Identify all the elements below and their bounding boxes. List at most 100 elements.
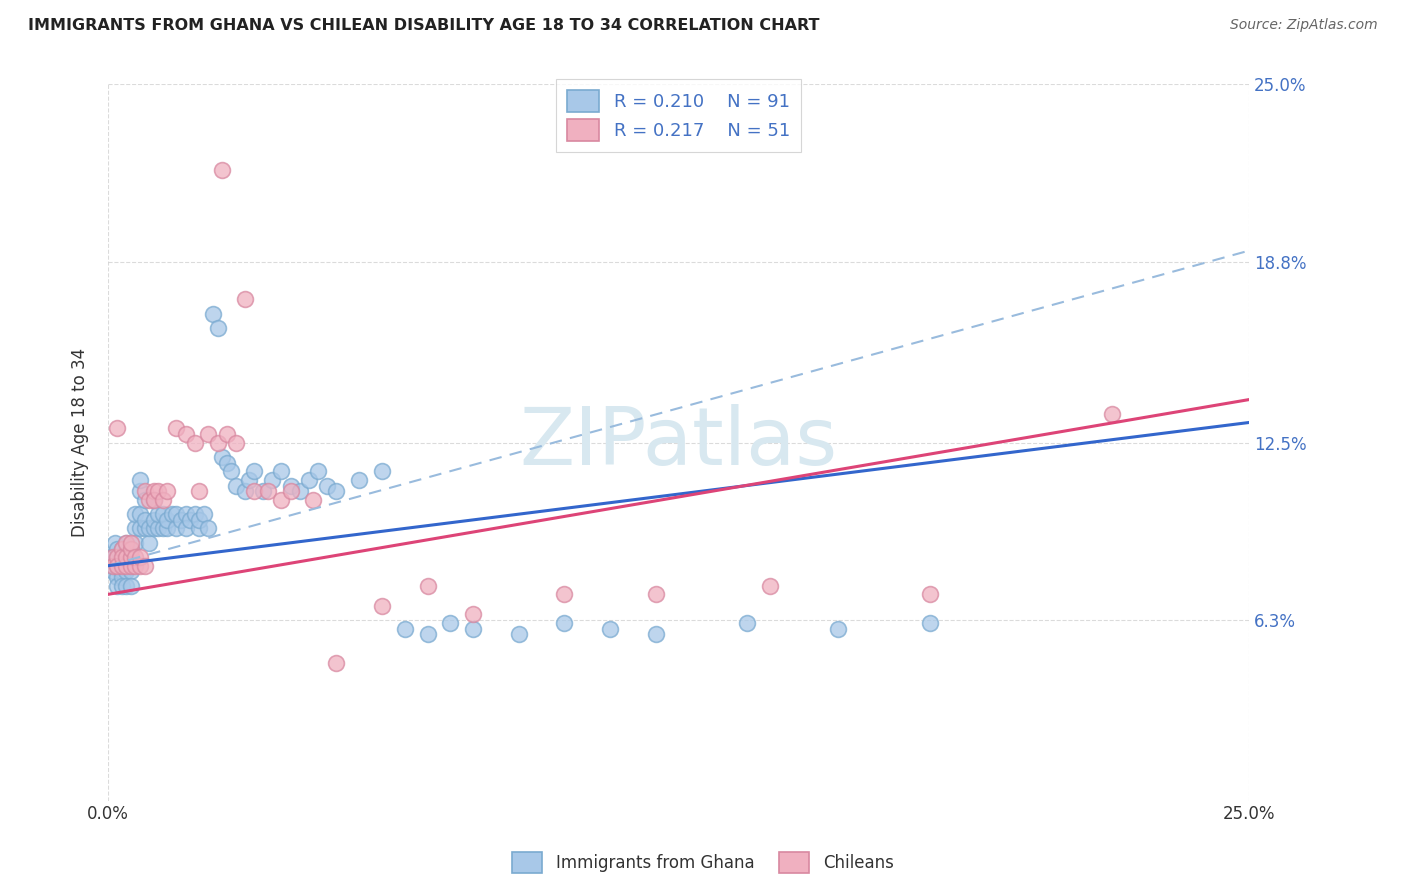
Point xyxy=(115,556,138,570)
Point xyxy=(188,484,211,499)
Legend: Immigrants from Ghana, Chileans: Immigrants from Ghana, Chileans xyxy=(506,846,900,880)
Point xyxy=(211,450,233,464)
Point xyxy=(111,541,134,556)
Point xyxy=(115,579,138,593)
Point xyxy=(142,492,165,507)
Point xyxy=(111,558,134,573)
Point xyxy=(134,558,156,573)
Point xyxy=(134,484,156,499)
Point xyxy=(148,521,170,535)
Point xyxy=(166,421,188,435)
Point xyxy=(142,492,165,507)
Point xyxy=(219,464,242,478)
Point xyxy=(325,484,347,499)
Point xyxy=(148,484,170,499)
Point xyxy=(120,541,142,556)
Point xyxy=(111,550,134,565)
Legend: R = 0.210    N = 91, R = 0.217    N = 51: R = 0.210 N = 91, R = 0.217 N = 51 xyxy=(557,79,801,153)
Point xyxy=(129,473,152,487)
Point xyxy=(233,293,256,307)
Point xyxy=(105,558,128,573)
Point xyxy=(101,550,124,565)
Point xyxy=(225,478,247,492)
Point xyxy=(120,536,142,550)
Point xyxy=(115,536,138,550)
Point xyxy=(111,570,134,584)
Point xyxy=(599,622,621,636)
Point xyxy=(138,536,160,550)
Text: ZIPatlas: ZIPatlas xyxy=(519,403,838,482)
Point xyxy=(207,435,229,450)
Point xyxy=(105,550,128,565)
Point xyxy=(152,521,174,535)
Point xyxy=(160,507,183,521)
Point xyxy=(134,492,156,507)
Point xyxy=(201,307,224,321)
Point xyxy=(918,615,941,630)
Point xyxy=(288,484,311,499)
Point xyxy=(156,521,179,535)
Point xyxy=(197,521,219,535)
Point xyxy=(439,615,461,630)
Point xyxy=(142,513,165,527)
Point xyxy=(735,615,758,630)
Point xyxy=(129,507,152,521)
Point xyxy=(174,521,197,535)
Point xyxy=(124,558,146,573)
Point xyxy=(124,521,146,535)
Point xyxy=(298,473,321,487)
Point xyxy=(918,587,941,601)
Point xyxy=(148,507,170,521)
Point xyxy=(256,484,278,499)
Y-axis label: Disability Age 18 to 34: Disability Age 18 to 34 xyxy=(72,348,89,537)
Point xyxy=(211,163,233,178)
Point xyxy=(188,513,211,527)
Point xyxy=(134,521,156,535)
Point xyxy=(101,558,124,573)
Point xyxy=(129,484,152,499)
Point xyxy=(371,464,394,478)
Point xyxy=(111,565,134,579)
Point xyxy=(170,513,193,527)
Point xyxy=(120,541,142,556)
Point xyxy=(156,484,179,499)
Point xyxy=(101,550,124,565)
Point xyxy=(152,492,174,507)
Point xyxy=(142,521,165,535)
Point xyxy=(138,492,160,507)
Point xyxy=(142,484,165,499)
Point xyxy=(120,550,142,565)
Point xyxy=(371,599,394,613)
Point xyxy=(98,550,121,565)
Point xyxy=(644,627,666,641)
Point xyxy=(280,484,302,499)
Point xyxy=(111,558,134,573)
Point xyxy=(105,570,128,584)
Point xyxy=(270,464,292,478)
Point xyxy=(193,507,215,521)
Point xyxy=(120,579,142,593)
Point xyxy=(101,565,124,579)
Point xyxy=(111,550,134,565)
Point xyxy=(215,426,238,441)
Point xyxy=(197,426,219,441)
Point xyxy=(124,550,146,565)
Point xyxy=(188,521,211,535)
Point xyxy=(1101,407,1123,421)
Point xyxy=(111,556,134,570)
Point xyxy=(134,513,156,527)
Point xyxy=(262,473,284,487)
Point xyxy=(243,464,266,478)
Point xyxy=(129,550,152,565)
Point xyxy=(101,558,124,573)
Point xyxy=(111,579,134,593)
Point xyxy=(644,587,666,601)
Point xyxy=(316,478,339,492)
Point xyxy=(120,550,142,565)
Point xyxy=(215,456,238,470)
Point xyxy=(120,558,142,573)
Text: IMMIGRANTS FROM GHANA VS CHILEAN DISABILITY AGE 18 TO 34 CORRELATION CHART: IMMIGRANTS FROM GHANA VS CHILEAN DISABIL… xyxy=(28,18,820,33)
Point xyxy=(115,550,138,565)
Point xyxy=(105,421,128,435)
Point xyxy=(553,615,575,630)
